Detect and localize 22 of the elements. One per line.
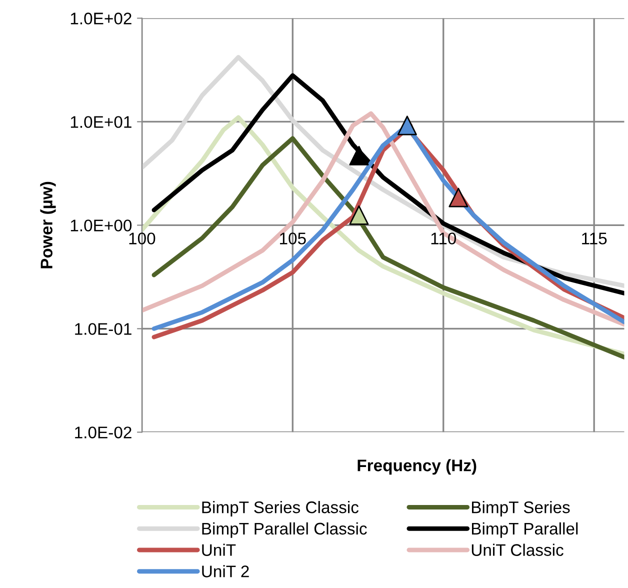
x-tick-label: 115 [582,232,607,244]
legend-label: BimpT Parallel Classic [202,522,367,538]
point [349,205,369,225]
point [349,146,369,166]
legend-label: UniT [202,544,236,556]
legend-label: BimpT Series Classic [202,500,359,517]
x-axis-title: Frequency (Hz) [358,459,476,475]
legend-label: UniT Classic [472,544,564,556]
legend-label: UniT 2 [202,565,249,578]
point [397,116,417,136]
x-tick-label: 105 [280,232,306,244]
y-tick-label: 1.0E+00 [70,220,132,232]
y-tick-label: 1.0E+02 [70,12,132,24]
legend-label: BimpT Series [472,500,570,517]
y-tick-label: 1.0E-01 [75,323,132,335]
x-tick-label: 110 [431,232,456,244]
point [448,188,468,208]
legend-label: BimpT Parallel [472,522,578,538]
y-tick-label: 1.0E+01 [70,116,132,128]
y-axis-title: Power (µw) [40,182,56,268]
x-tick-label: 100 [129,232,156,244]
y-tick-label: 1.0E-02 [75,426,132,438]
